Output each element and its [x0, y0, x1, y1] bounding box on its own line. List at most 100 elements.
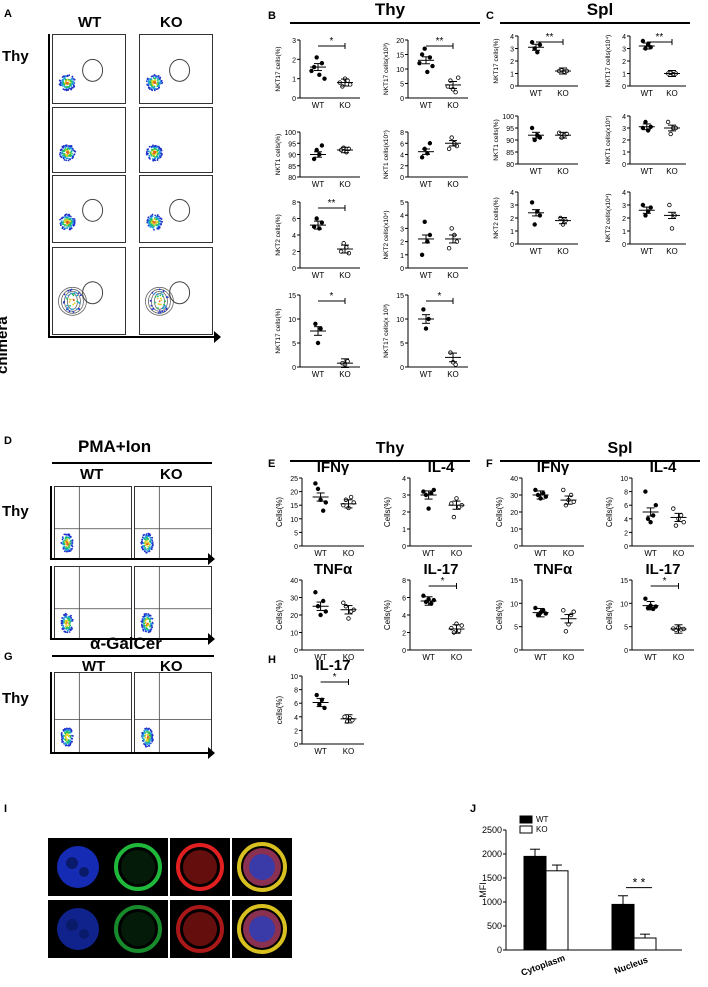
panel-letter-c: C: [486, 10, 494, 22]
panel-a-plot-3-wt-cloud: [58, 281, 104, 316]
y-tick-label: 3: [510, 203, 514, 210]
data-point-WT: [645, 516, 651, 521]
y-tick-label: 5: [514, 625, 518, 632]
y-tick-label: 0: [292, 266, 296, 273]
panel-e-title-underline: [290, 460, 470, 462]
y-tick-label: 0: [624, 648, 628, 655]
y-tick-label: 8: [292, 200, 296, 207]
panel-d-plot-0-ko: [134, 486, 212, 560]
y-tick-label: 10: [396, 317, 404, 324]
y-axis-label: Cells(%): [605, 600, 614, 631]
bar-KO-Nucleus: [633, 937, 657, 951]
y-tick-label: 5: [292, 341, 296, 348]
data-point-WT: [427, 55, 433, 60]
chart-f1: 0 10 20 30 40 Cells(%) IFNγ WT KO: [495, 459, 584, 558]
data-point-WT: [529, 125, 535, 131]
y-tick-label: 30: [510, 493, 518, 500]
x-category-label: KO: [343, 653, 355, 662]
data-point-KO: [345, 359, 350, 364]
x-category-label: KO: [673, 549, 685, 558]
y-tick-label: 2: [622, 59, 626, 66]
data-point-WT: [643, 489, 648, 494]
data-point-WT: [315, 340, 321, 346]
data-point-WT: [529, 40, 535, 45]
data-point-WT: [314, 692, 319, 698]
y-tick-label: 3: [622, 126, 626, 133]
data-point-WT: [421, 593, 426, 598]
bar-KO-Cytoplasm: [545, 870, 569, 951]
y-tick-label: 1000: [482, 897, 502, 907]
legend-swatch-WT: [519, 815, 533, 824]
data-point-WT: [427, 141, 433, 146]
y-tick-label: 15: [396, 293, 404, 300]
chart-e1: 0 5 10 15 20 25 Cells(%) IFNγ WT KO: [275, 459, 364, 558]
data-point-WT: [321, 508, 326, 513]
data-point-WT: [318, 612, 323, 618]
panel-c-title-underline: [500, 22, 690, 24]
y-tick-label: 6: [292, 217, 296, 224]
panel-d-plot-0-wt-cloud: [55, 487, 131, 559]
data-point-WT: [422, 46, 427, 51]
y-tick-label: 3: [292, 38, 296, 45]
data-point-KO: [446, 245, 452, 251]
y-tick-label: 4: [292, 233, 296, 240]
y-axis-label: NKT17 cells(x 10³): [383, 304, 390, 358]
data-point-WT: [417, 61, 422, 66]
y-tick-label: 2: [400, 164, 404, 171]
panel-a-col-wt: WT: [78, 14, 102, 31]
data-point-KO: [668, 131, 673, 137]
y-tick-label: 3: [400, 226, 404, 233]
y-tick-label: 0: [294, 544, 298, 551]
chart-f3: 0 5 10 15 Cells(%) TNFα WT KO: [495, 561, 584, 662]
data-point-KO: [678, 513, 684, 518]
y-tick-label: 10: [510, 527, 518, 534]
panel-g-plot-ko-cloud: [135, 673, 211, 753]
data-point-WT: [313, 321, 318, 326]
panel-d-plot-1-ko: [134, 566, 212, 640]
y-tick-label: 85: [288, 164, 296, 171]
y-tick-label: 10: [290, 631, 298, 638]
data-point-KO: [451, 514, 457, 520]
data-point-KO: [342, 714, 347, 719]
data-point-KO: [667, 202, 672, 208]
chart-c6: 0 1 2 3 4 NKT2 cells(x10⁴) WT KO: [605, 190, 686, 256]
panel-g-y-axis-line: [50, 672, 52, 754]
panel-f-title: Spl: [607, 440, 633, 457]
y-tick-label: 25: [290, 476, 298, 483]
y-tick-label: 2: [510, 216, 514, 223]
y-tick-label: 10: [620, 601, 628, 608]
chart-f2: 0 2 4 6 8 10 Cells(%) IL-4 WT KO: [605, 459, 694, 558]
x-category-label: WT: [422, 549, 435, 558]
panel-d-x-axis-line-1: [50, 638, 212, 640]
x-category-label: WT: [312, 271, 325, 280]
y-axis-label: NKT2 cells(x10⁴): [605, 193, 612, 242]
data-point-WT: [309, 68, 314, 74]
significance-mark: * *: [633, 876, 646, 890]
chart-title: IL-17: [645, 561, 680, 578]
panel-d-y-axis-line-0: [50, 486, 52, 560]
y-axis-label: NKT2 cells(x10⁴): [383, 210, 390, 259]
chart-b5: 0 2 4 6 8 NKT2 cells(%) WT KO **: [275, 198, 360, 280]
y-tick-label: 1500: [482, 873, 502, 883]
y-tick-label: 2: [402, 510, 406, 517]
panel-letter-f: F: [486, 458, 493, 470]
y-tick-label: 90: [288, 153, 296, 160]
y-tick-label: 6: [294, 701, 298, 708]
significance-mark: *: [330, 36, 334, 47]
y-tick-label: 95: [288, 141, 296, 148]
y-tick-label: 10: [290, 674, 298, 681]
chart-title: IL-17: [315, 657, 350, 674]
panel-d-plot-1-ko-cloud: [135, 567, 211, 639]
y-axis-label: Cells(%): [275, 497, 284, 528]
x-category-label: KO: [339, 370, 351, 379]
y-tick-label: 5: [400, 341, 404, 348]
y-tick-label: 4: [624, 517, 628, 524]
panel-g-plot-wt-cloud: [55, 673, 131, 753]
data-point-WT: [653, 503, 658, 508]
chart-title: IL-4: [650, 459, 677, 476]
cell-image: [114, 905, 162, 953]
panel-i-image-wt-plzf: [170, 838, 230, 896]
y-axis-label: Cells(%): [383, 497, 392, 528]
data-point-WT: [533, 487, 538, 493]
data-point-KO: [343, 604, 349, 609]
